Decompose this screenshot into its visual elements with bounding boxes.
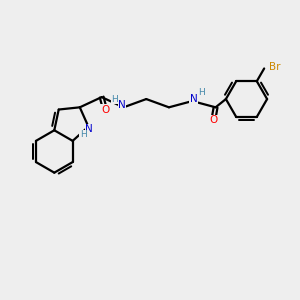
Text: H: H	[111, 94, 118, 103]
Text: N: N	[85, 124, 93, 134]
Text: N: N	[118, 100, 126, 110]
Text: H: H	[80, 130, 86, 140]
Text: N: N	[190, 94, 198, 104]
Text: Br: Br	[269, 62, 280, 72]
Text: O: O	[209, 116, 218, 125]
Text: O: O	[101, 105, 109, 115]
Text: H: H	[198, 88, 205, 97]
